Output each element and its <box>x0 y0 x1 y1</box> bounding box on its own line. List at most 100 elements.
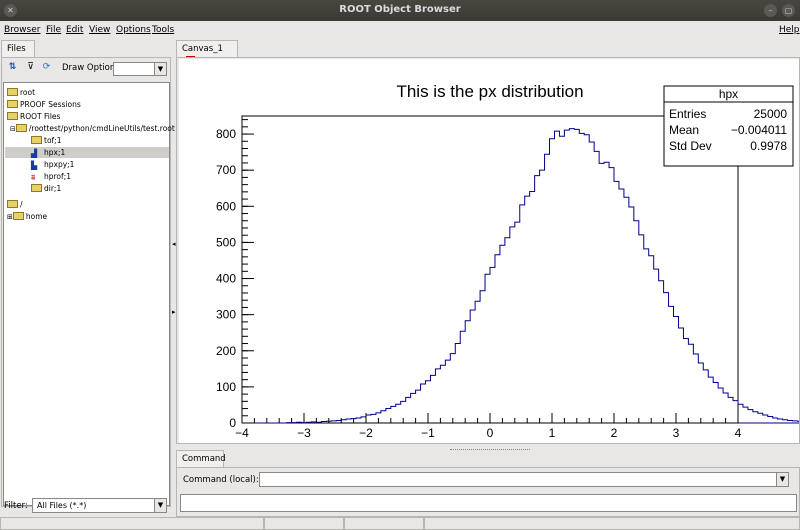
command-history-field[interactable] <box>180 494 797 512</box>
tree-node-proof[interactable]: PROOF Sessions <box>7 99 81 110</box>
x-tick-label: 0 <box>487 426 494 440</box>
canvas-frame: This is the px distribution −4 −3 −2 −1 0 1 2 3 4… <box>176 57 800 444</box>
minimize-window-icon[interactable]: – <box>764 4 777 17</box>
profile-icon: ⩩ <box>31 173 36 182</box>
canvas-panel: Canvas_1✕ This is the px distribution −4 −… <box>176 40 800 445</box>
refresh-icon[interactable]: ⟳ <box>42 62 51 72</box>
y-tick-label: 700 <box>216 163 236 177</box>
x-tick-label: 1 <box>549 426 556 440</box>
menu-view[interactable]: View <box>89 25 111 35</box>
maximize-window-icon[interactable]: ▢ <box>782 4 795 17</box>
status-cell <box>424 517 800 530</box>
tree-node-dir[interactable]: dir;1 <box>31 183 61 194</box>
menu-browser[interactable]: Browser <box>4 25 41 35</box>
files-frame: ⇅ ⊽ ⟳ Draw Option: ▼ root PROOF Sessions… <box>1 57 175 507</box>
tree-node-hpx[interactable]: ▟ hpx;1 <box>5 147 169 158</box>
x-tick-label: 4 <box>735 426 742 440</box>
expand-icon[interactable]: ⊞ <box>7 213 13 221</box>
menu-help[interactable]: Help <box>779 25 800 35</box>
menu-options[interactable]: Options <box>116 25 151 35</box>
tree-node-hprof[interactable]: ⩩ hprof;1 <box>31 172 71 182</box>
stats-value: 0.9978 <box>750 139 787 153</box>
tree-node-home[interactable]: ⊞ home <box>7 212 48 221</box>
folder-icon <box>7 200 18 208</box>
x-tick-label: −2 <box>359 426 373 440</box>
menu-edit[interactable]: Edit <box>66 25 84 35</box>
menu-tools[interactable]: Tools <box>152 25 175 35</box>
histogram-icon: ▟ <box>31 149 38 158</box>
y-tick-label: 200 <box>216 344 236 358</box>
file-tree: root PROOF Sessions ROOT Files ⊟/roottes… <box>3 82 175 506</box>
x-tick-label: −4 <box>235 426 249 440</box>
folder-icon <box>7 88 18 96</box>
x-tick-label: 2 <box>611 426 618 440</box>
tree-node-tof[interactable]: tof;1 <box>31 135 61 146</box>
status-bar <box>0 517 800 530</box>
left-panel: Files ⇅ ⊽ ⟳ Draw Option: ▼ root PROOF Se… <box>0 40 175 520</box>
command-frame: Command (local): ▼ <box>176 467 800 517</box>
chevron-down-icon[interactable]: ▼ <box>154 499 166 512</box>
status-cell <box>264 517 344 530</box>
close-window-icon[interactable]: ✕ <box>4 4 17 17</box>
file-toolbar: ⇅ ⊽ ⟳ Draw Option: ▼ <box>2 58 172 80</box>
x-tick-label: −1 <box>421 426 435 440</box>
filter-select[interactable]: All Files (*.*) ▼ <box>32 498 167 513</box>
folder-icon <box>15 124 27 132</box>
filter-bar: Filter: All Files (*.*) ▼ <box>0 497 172 517</box>
vertical-splitter[interactable]: ◂ ▸ <box>172 40 176 517</box>
menu-file[interactable]: File <box>46 25 62 35</box>
command-input[interactable]: ▼ <box>259 472 789 487</box>
stats-value: −0.004011 <box>731 123 787 137</box>
tab-command[interactable]: Command <box>176 450 226 467</box>
draw-option-select[interactable]: ▼ <box>113 62 167 76</box>
folder-icon <box>31 136 42 144</box>
x-tick-label: −3 <box>297 426 311 440</box>
collapse-icon[interactable]: ⊟ <box>10 125 16 133</box>
tree-node-root[interactable]: root <box>7 87 35 98</box>
stats-box <box>663 85 794 167</box>
command-panel: Command Command (local): ▼ <box>176 450 800 520</box>
y-tick-label: 800 <box>216 127 236 141</box>
expand-right-icon[interactable]: ▸ <box>172 308 176 316</box>
sort-icon[interactable]: ⇅ <box>8 62 17 72</box>
y-tick-label: 500 <box>216 235 236 249</box>
histogram-series-line <box>242 128 800 424</box>
y-tick-label: 0 <box>229 416 236 430</box>
filter-value: All Files (*.*) <box>37 501 87 510</box>
stats-title: hpx <box>719 87 738 101</box>
canvas-area[interactable]: This is the px distribution −4 −3 −2 −1 0 1 2 3 4… <box>179 59 800 443</box>
histogram-chart[interactable]: This is the px distribution −4 −3 −2 −1 0 1 2 3 4… <box>179 59 800 443</box>
tab-files[interactable]: Files <box>1 40 35 57</box>
folder-icon <box>7 112 18 120</box>
status-cell <box>344 517 424 530</box>
filter-icon[interactable]: ⊽ <box>27 62 34 72</box>
histogram-2d-icon: ▙ <box>31 161 38 170</box>
folder-icon <box>31 184 42 192</box>
tab-canvas-label: Canvas_1 <box>182 44 223 54</box>
window-title: ROOT Object Browser <box>339 4 461 15</box>
folder-icon <box>12 212 24 220</box>
menubar: Browser File Edit View Options Tools Hel… <box>0 21 800 40</box>
y-tick-label: 600 <box>216 199 236 213</box>
tab-canvas[interactable]: Canvas_1✕ <box>176 40 238 65</box>
horizontal-splitter[interactable] <box>450 444 530 450</box>
status-cell <box>0 517 264 530</box>
tree-node-test-root[interactable]: ⊟/roottest/python/cmdLineUtils/test.root <box>10 124 175 133</box>
tree-node-slash[interactable]: / <box>7 199 23 210</box>
filter-label: Filter: <box>4 501 28 511</box>
tree-node-root-files[interactable]: ROOT Files <box>7 111 60 122</box>
folder-icon <box>7 100 18 108</box>
command-label: Command (local): <box>183 475 259 485</box>
chart-title: This is the px distribution <box>396 82 583 101</box>
chevron-down-icon[interactable]: ▼ <box>776 473 788 486</box>
tree-node-hpxpy[interactable]: ▙ hpxpy;1 <box>31 160 75 170</box>
draw-option-label: Draw Option: <box>62 63 119 73</box>
y-tick-label: 100 <box>216 380 236 394</box>
y-tick-label: 400 <box>216 272 236 286</box>
collapse-left-icon[interactable]: ◂ <box>172 240 176 248</box>
y-tick-label: 300 <box>216 308 236 322</box>
stats-label: Mean <box>669 123 699 137</box>
stats-value: 25000 <box>754 107 788 121</box>
chevron-down-icon[interactable]: ▼ <box>154 63 166 75</box>
x-tick-label: 3 <box>673 426 680 440</box>
